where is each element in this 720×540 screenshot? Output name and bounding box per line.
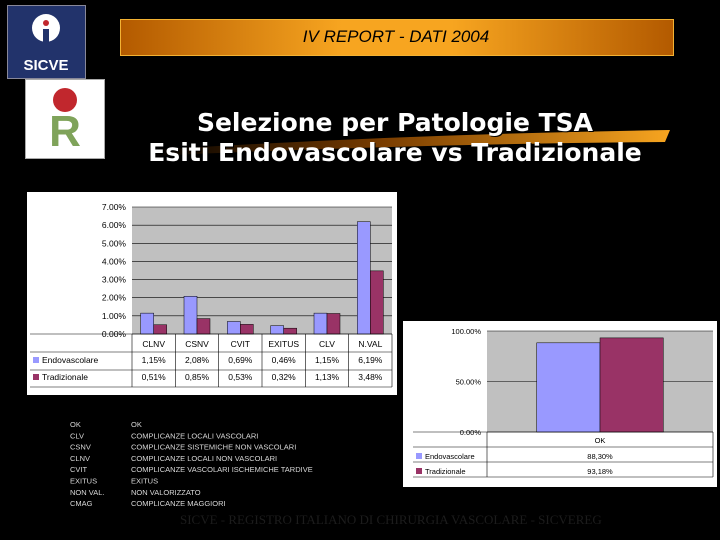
abbreviation-code: NON VAL. (70, 488, 104, 497)
bar-endovascolare (313, 312, 328, 335)
registry-logo-letter: R (49, 107, 81, 156)
legend-swatch-tradizionale (33, 374, 39, 380)
abbreviation-description: COMPLICANZE LOCALI VASCOLARI (131, 431, 258, 440)
series-name: Endovascolare (425, 452, 475, 461)
abbreviation-description: COMPLICANZE LOCALI NON VASCOLARI (131, 454, 277, 463)
series-name: Endovascolare (42, 355, 99, 365)
data-label: 1,15% (315, 355, 340, 365)
legend-swatch-endovascolare (416, 453, 422, 459)
data-label: 3,48% (358, 372, 383, 382)
sicve-logo-graphic: SICVE (23, 14, 69, 74)
abbreviation-code: CLNV (70, 454, 90, 463)
y-tick-label: 6.00% (102, 220, 127, 230)
title-line-2: Esiti Endovascolare vs Tradizionale (148, 138, 642, 167)
abbreviation-description: COMPLICANZE SISTEMICHE NON VASCOLARI (131, 443, 296, 452)
y-tick-label: 50.00% (456, 378, 482, 387)
data-label: 1,13% (315, 372, 340, 382)
data-label: 0,53% (228, 372, 253, 382)
sicve-logo-text: SICVE (23, 57, 68, 74)
legend-swatch-endovascolare (33, 357, 39, 363)
category-label: OK (595, 436, 606, 445)
bar-tradizionale (283, 327, 297, 335)
bar-tradizionale (370, 270, 384, 335)
category-label: N.VAL (358, 339, 382, 349)
complications-chart: 0.00%1.00%2.00%3.00%4.00%5.00%6.00%7.00%… (27, 192, 397, 395)
data-label: 0,32% (272, 372, 297, 382)
y-tick-label: 2.00% (102, 293, 127, 303)
report-title-band (120, 19, 674, 56)
abbreviation-description: EXITUS (131, 477, 158, 486)
title-line-1: Selezione per Patologie TSA (196, 108, 594, 137)
category-label: CVIT (231, 339, 250, 349)
bar-endovascolare (357, 221, 371, 335)
y-tick-label: 4.00% (102, 256, 127, 266)
data-label: 0,69% (228, 355, 253, 365)
abbreviation-description: COMPLICANZE MAGGIORI (131, 499, 226, 508)
category-label: CLV (319, 339, 335, 349)
category-label: CLNV (142, 339, 165, 349)
y-tick-label: 5.00% (102, 238, 127, 248)
title-swoosh (150, 130, 670, 156)
series-name: Tradizionale (42, 372, 88, 382)
bar-endovascolare (536, 342, 601, 433)
bar-tradizionale (153, 324, 167, 335)
report-title: IV REPORT - DATI 2004 (302, 27, 490, 46)
sicve-logo: SICVE (7, 5, 86, 79)
abbreviation-description: COMPLICANZE VASCOLARI ISCHEMICHE TARDIVE (131, 465, 313, 474)
abbreviation-description: NON VALORIZZATO (131, 488, 201, 497)
category-label: CSNV (185, 339, 209, 349)
abbreviation-code: CLV (70, 431, 84, 440)
abbreviation-code: CVIT (70, 465, 88, 474)
y-tick-label: 100.00% (451, 327, 481, 336)
bar-endovascolare (270, 325, 284, 335)
abbreviation-code: CMAG (70, 499, 93, 508)
y-tick-label: 3.00% (102, 275, 127, 285)
bar-tradizionale (599, 337, 664, 433)
bar-endovascolare (183, 296, 198, 335)
y-tick-label: 0.00% (460, 428, 482, 437)
data-label: 0,85% (185, 372, 210, 382)
data-label: 0,51% (142, 372, 167, 382)
y-tick-label: 7.00% (102, 202, 127, 212)
legend-swatch-tradizionale (416, 468, 422, 474)
ok-outcome-chart: 0.00% 50.00% 100.00% OK Endovascolare 88,30%… (403, 321, 717, 487)
bar-tradizionale (196, 318, 211, 335)
plot-area (132, 207, 392, 334)
abbreviation-code: CSNV (70, 443, 91, 452)
data-label: 0,46% (272, 355, 297, 365)
category-label: EXITUS (268, 339, 299, 349)
slide-title: Selezione per Patologie TSA Esiti Endova… (110, 108, 680, 168)
series-name: Tradizionale (425, 467, 466, 476)
footer-text: SICVE - REGISTRO ITALIANO DI CHIRURGIA V… (180, 512, 602, 527)
bar-endovascolare (227, 321, 241, 335)
data-label: 1,15% (142, 355, 167, 365)
data-label: 88,30% (587, 452, 613, 461)
abbreviation-code: EXITUS (70, 477, 97, 486)
registry-logo-graphic: R (49, 88, 81, 156)
bar-tradizionale (326, 313, 341, 335)
abbreviation-description: OK (131, 420, 142, 429)
registry-logo: R (25, 79, 105, 159)
abbreviation-code: OK (70, 420, 81, 429)
data-label: 6,19% (358, 355, 383, 365)
data-label: 2,08% (185, 355, 210, 365)
abbreviation-legend: OK OK CLV COMPLICANZE LOCALI VASCOLARI CSNV C… (70, 420, 313, 508)
y-tick-label: 1.00% (102, 311, 127, 321)
bar-endovascolare (140, 312, 154, 335)
data-label: 93,18% (587, 467, 613, 476)
bar-tradizionale (240, 324, 254, 335)
